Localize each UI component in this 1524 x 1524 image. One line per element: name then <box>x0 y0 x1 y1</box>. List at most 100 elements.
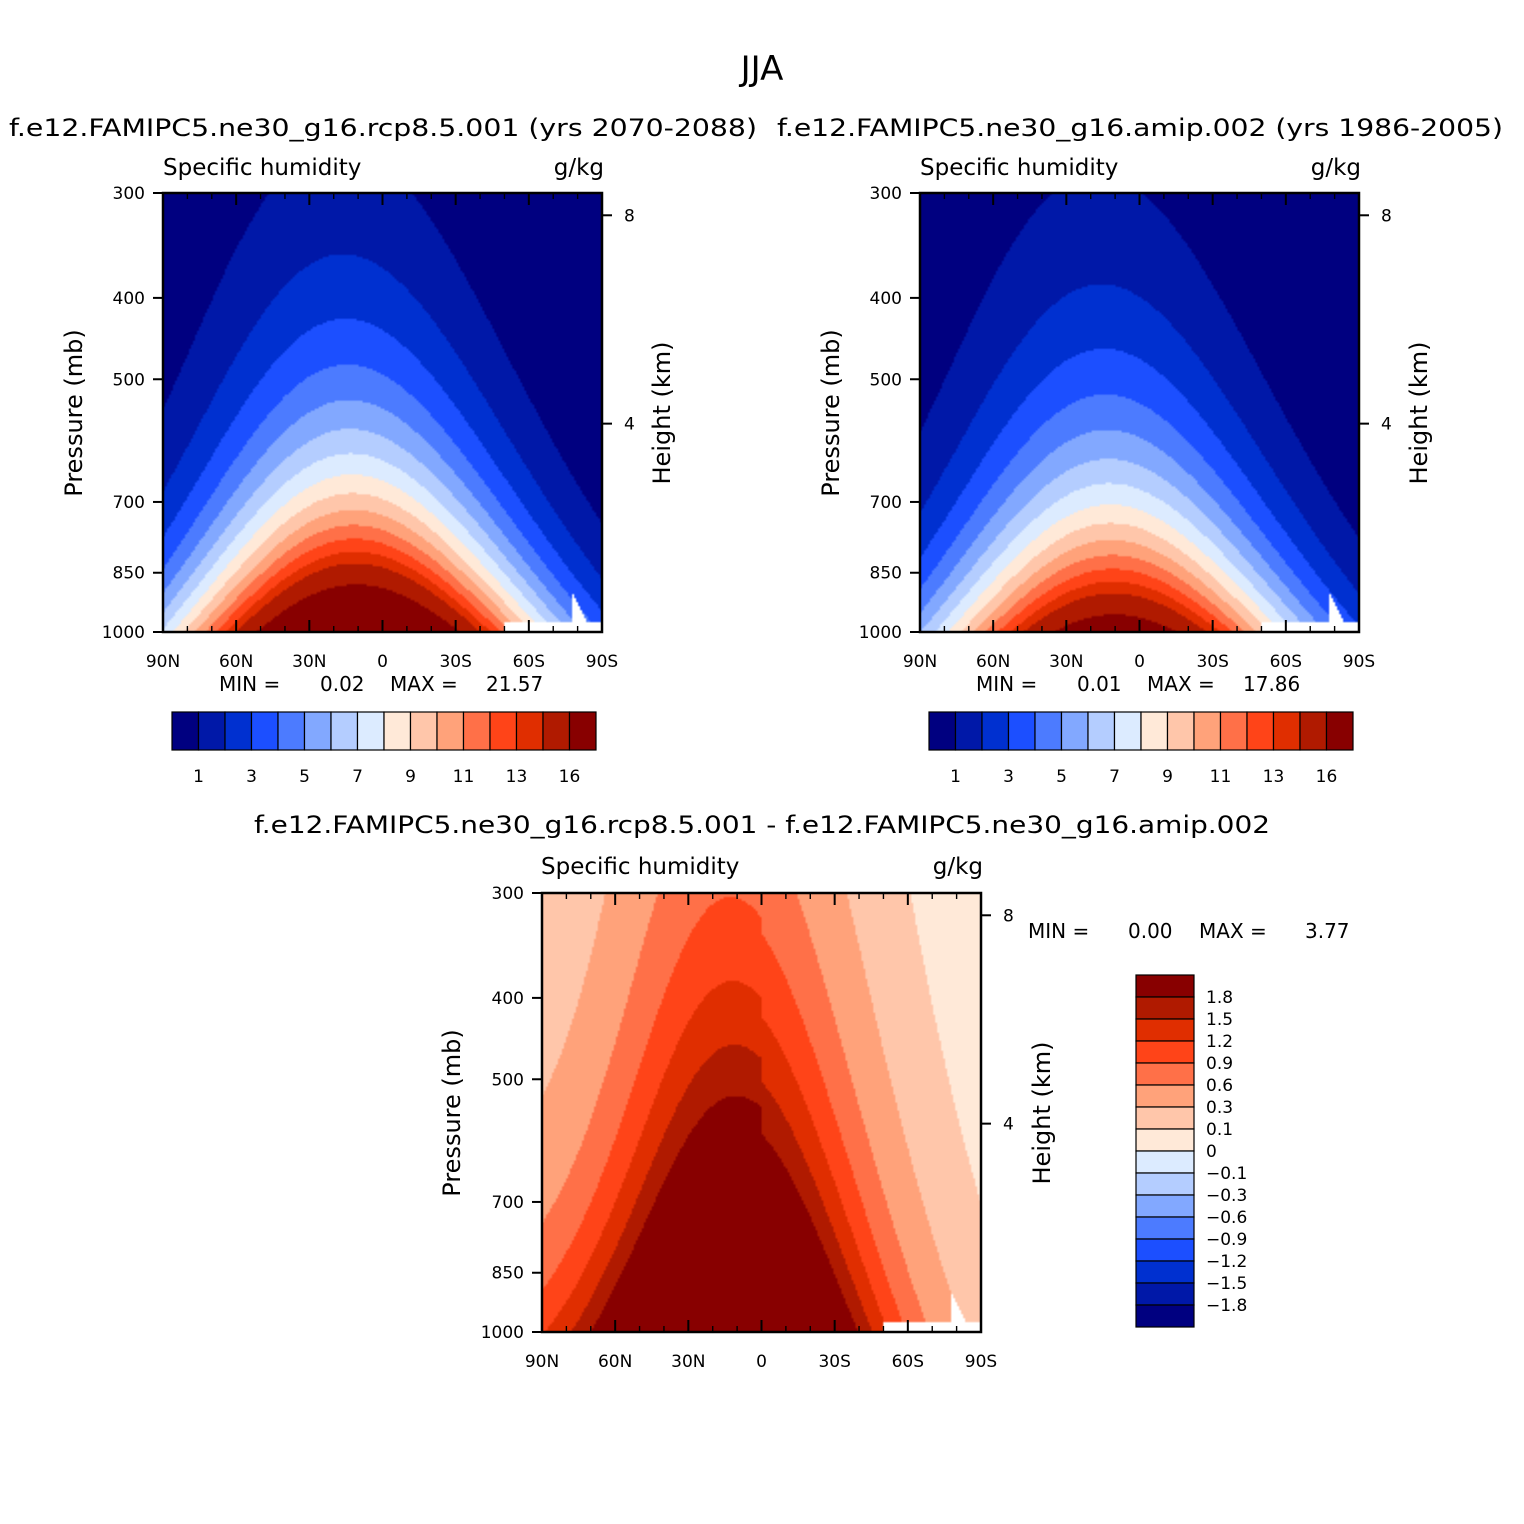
x-tick-label: 30N <box>292 652 326 672</box>
colorbar-label: −0.6 <box>1206 1208 1247 1228</box>
colorbar-swatch <box>1193 711 1222 751</box>
min-value: 0.02 <box>320 672 365 696</box>
colorbar-swatch <box>1246 711 1275 751</box>
colorbar-swatch <box>462 711 491 751</box>
colorbar-swatch <box>383 711 412 751</box>
colorbar-swatch <box>515 711 544 751</box>
colorbar: 1 3 5 7 9 11 13 16 <box>171 711 597 787</box>
colorbar-swatch <box>224 711 253 751</box>
variable-label: Specific humidity <box>163 155 361 181</box>
y-axis-label: Pressure (mb) <box>817 329 845 496</box>
x-tick-label: 30S <box>818 1352 850 1372</box>
x-tick-label: 90S <box>965 1352 997 1372</box>
colorbar-label: 5 <box>1056 767 1067 787</box>
max-value: 21.57 <box>486 672 543 696</box>
colorbar-swatch <box>1113 711 1142 751</box>
panel-rcp85: f.e12.FAMIPC5.ne30_g16.rcp8.5.001 (yrs 2… <box>9 114 757 787</box>
colorbar-label: 1 <box>193 767 204 787</box>
colorbar-swatch <box>1087 711 1116 751</box>
colorbar-swatch <box>1135 1216 1195 1240</box>
colorbar-swatch <box>1135 1018 1195 1042</box>
y-tick-label: 300 <box>492 884 524 904</box>
y-tick-label: 500 <box>870 370 902 390</box>
min-label: MIN = <box>219 672 280 696</box>
colorbar: 1 3 5 7 9 11 13 16 <box>928 711 1354 787</box>
x-tick-label: 90S <box>586 652 618 672</box>
units-label: g/kg <box>1311 155 1361 181</box>
colorbar-label: 9 <box>405 767 416 787</box>
colorbar-swatch <box>1060 711 1089 751</box>
colorbar-label: −1.2 <box>1206 1252 1247 1272</box>
x-tick-label: 30N <box>1049 652 1083 672</box>
y-tick-label: 1000 <box>859 623 902 643</box>
y-tick-label: 1000 <box>102 623 145 643</box>
colorbar-label: 1 <box>950 767 961 787</box>
y-tick-label: 700 <box>113 493 145 513</box>
colorbar-swatch <box>1007 711 1036 751</box>
y-right-tick-label: 8 <box>624 206 635 226</box>
y-tick-label: 1000 <box>481 1323 524 1343</box>
min-value: 0.01 <box>1077 672 1122 696</box>
y-axis-label: Pressure (mb) <box>60 329 88 496</box>
y-tick-label: 850 <box>492 1264 524 1284</box>
y-axis-right-label: Height (km) <box>648 342 676 485</box>
colorbar-swatch <box>1135 1040 1195 1064</box>
axes: 90N 60N 30N 0 30S 60S 90S 300 400 500 700 850 1000 8 4 <box>481 884 1014 1372</box>
x-tick-label: 0 <box>756 1352 767 1372</box>
y-axis-right-label: Height (km) <box>1028 1042 1056 1185</box>
colorbar-swatch <box>1135 1172 1195 1196</box>
colorbar-label: −1.5 <box>1206 1274 1247 1294</box>
colorbar-swatch <box>171 711 200 751</box>
colorbar-swatch <box>1135 1106 1195 1130</box>
y-tick-label: 400 <box>113 289 145 309</box>
colorbar-swatch <box>1135 1194 1195 1218</box>
y-tick-label: 500 <box>492 1070 524 1090</box>
x-tick-label: 0 <box>1134 652 1145 672</box>
colorbar-label: 7 <box>352 767 363 787</box>
max-label: MAX = <box>1199 919 1267 943</box>
colorbar-swatch <box>1135 1304 1195 1328</box>
max-label: MAX = <box>1147 672 1215 696</box>
min-label: MIN = <box>976 672 1037 696</box>
colorbar-swatch <box>197 711 226 751</box>
units-label: g/kg <box>554 155 604 181</box>
colorbar-swatch <box>1135 1150 1195 1174</box>
colorbar-label: 13 <box>506 767 528 787</box>
colorbar-label: −1.8 <box>1206 1296 1247 1316</box>
colorbar-swatch <box>981 711 1010 751</box>
y-tick-label: 300 <box>113 184 145 204</box>
colorbar-swatch <box>928 711 957 751</box>
colorbar-label: 11 <box>1210 767 1232 787</box>
x-tick-label: 60S <box>1270 652 1302 672</box>
colorbar-swatch <box>409 711 438 751</box>
panel-title: f.e12.FAMIPC5.ne30_g16.rcp8.5.001 (yrs 2… <box>9 114 757 142</box>
colorbar-swatch <box>1135 1260 1195 1284</box>
colorbar-swatch <box>1299 711 1328 751</box>
variable-label: Specific humidity <box>541 854 739 880</box>
colorbar-label: 9 <box>1162 767 1173 787</box>
colorbar-label: 0.9 <box>1206 1054 1233 1074</box>
contour-field <box>920 193 1359 632</box>
axes: 90N 60N 30N 0 30S 60S 90S 300 400 500 700 850 1000 8 4 <box>102 184 635 672</box>
colorbar-label: 0 <box>1206 1142 1217 1162</box>
colorbar-label: 1.2 <box>1206 1032 1233 1052</box>
x-tick-label: 30N <box>671 1352 705 1372</box>
colorbar-label: 0.3 <box>1206 1098 1233 1118</box>
colorbar-label: 1.8 <box>1206 988 1233 1008</box>
colorbar-swatch <box>1135 1084 1195 1108</box>
contour-fill <box>542 893 981 1332</box>
colorbar-label: 13 <box>1263 767 1285 787</box>
colorbar-label: −0.1 <box>1206 1164 1247 1184</box>
x-tick-label: 60S <box>892 1352 924 1372</box>
colorbar-label: 1.5 <box>1206 1010 1233 1030</box>
contour-field <box>163 193 602 632</box>
colorbar-label: 0.1 <box>1206 1120 1233 1140</box>
x-tick-label: 60N <box>598 1352 632 1372</box>
figure-title: JJA <box>739 49 784 89</box>
x-tick-label: 90N <box>525 1352 559 1372</box>
min-label: MIN = <box>1028 919 1089 943</box>
colorbar-label: 0.6 <box>1206 1076 1233 1096</box>
colorbar: 1.81.51.20.90.60.30.10−0.1−0.3−0.6−0.9−1… <box>1135 974 1247 1328</box>
colorbar-swatch <box>1034 711 1063 751</box>
colorbar-swatch <box>954 711 983 751</box>
